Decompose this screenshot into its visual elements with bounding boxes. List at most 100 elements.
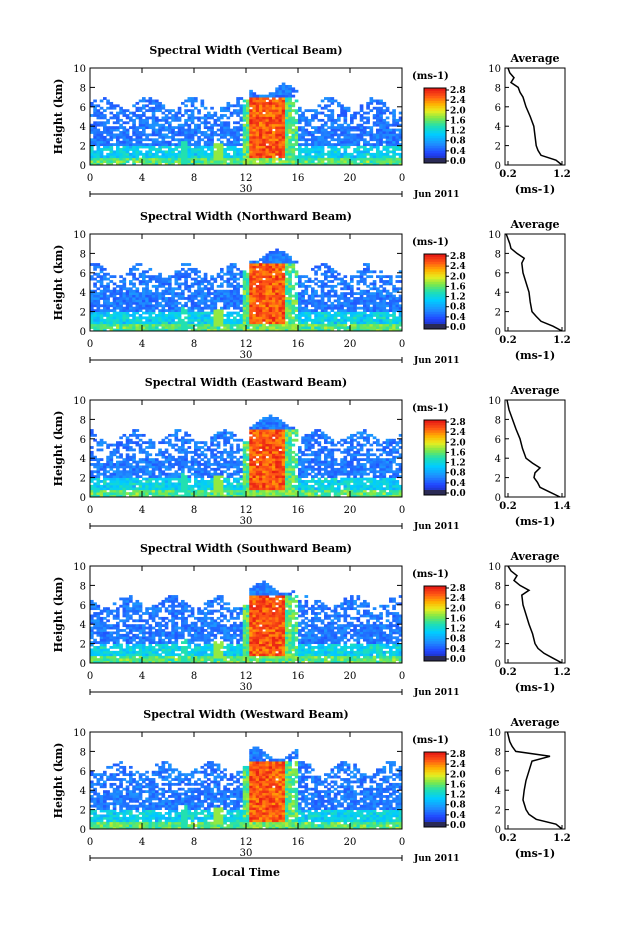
heatmap-cell <box>112 482 117 486</box>
heatmap-cell <box>177 450 182 454</box>
heatmap-cell <box>281 287 286 291</box>
heatmap-cell <box>340 306 344 310</box>
heatmap-cell <box>161 441 166 445</box>
heatmap-cell <box>272 282 276 286</box>
heatmap-cell <box>281 121 286 125</box>
heatmap-cell <box>262 97 266 100</box>
heatmap-cell <box>112 494 117 498</box>
heatmap-cell <box>197 299 201 303</box>
heatmap-cell <box>298 275 302 279</box>
heatmap-cell <box>278 309 283 312</box>
heatmap-cell <box>190 292 195 296</box>
x-tick-label: 12 <box>240 339 253 350</box>
heatmap-cell <box>272 270 276 274</box>
heatmap-cell <box>174 270 179 274</box>
heatmap-cell <box>187 272 192 276</box>
heatmap-cell <box>268 104 273 108</box>
heatmap-cell <box>161 157 166 161</box>
heatmap-cell <box>135 441 140 445</box>
heatmap-cell <box>138 106 143 110</box>
heatmap-cell <box>116 460 120 464</box>
heatmap-cell <box>252 260 257 264</box>
heatmap-cell <box>262 294 266 298</box>
heatmap-cell <box>145 304 149 308</box>
heatmap-cell <box>187 287 192 291</box>
heatmap-cell <box>285 267 289 271</box>
heatmap-cell <box>174 133 179 137</box>
heatmap-cell <box>190 148 195 151</box>
heatmap-cell <box>376 160 380 163</box>
heatmap-cell <box>96 460 101 464</box>
heatmap-cell <box>99 152 104 156</box>
heatmap-cell <box>275 143 279 146</box>
heatmap-cell <box>226 145 231 149</box>
heatmap-cell <box>164 128 169 132</box>
x-tick-label: 12 <box>240 173 253 184</box>
heatmap-cell <box>135 472 140 476</box>
heatmap-cell <box>96 475 101 478</box>
heatmap-cell <box>190 472 195 476</box>
heatmap-cell <box>259 297 263 300</box>
heatmap-cell <box>294 109 299 113</box>
heatmap-cell <box>207 140 211 144</box>
heatmap-cell <box>366 162 370 166</box>
heatmap-cell <box>304 118 309 122</box>
heatmap-cell <box>233 135 237 139</box>
heatmap-cell <box>242 297 247 300</box>
heatmap-cell <box>343 145 348 149</box>
heatmap-cell <box>278 316 283 320</box>
heatmap-cell <box>161 138 166 142</box>
heatmap-cell <box>353 301 357 305</box>
heatmap-cell <box>220 314 224 317</box>
heatmap-cell <box>385 297 390 300</box>
heatmap-cell <box>96 263 101 266</box>
heatmap-cell <box>99 294 104 298</box>
heatmap-cell <box>252 140 257 144</box>
heatmap-cell <box>151 160 156 163</box>
heatmap-cell <box>187 131 192 134</box>
heatmap-cell <box>366 321 370 325</box>
heatmap-cell <box>174 429 179 432</box>
heatmap-cell <box>93 289 97 293</box>
colorbar-swatch <box>424 276 446 280</box>
heatmap-cell <box>93 458 97 462</box>
heatmap-cell <box>343 116 348 120</box>
heatmap-cell <box>122 484 127 488</box>
heatmap-cell <box>317 326 322 329</box>
heatmap-cell <box>262 106 266 110</box>
heatmap-cell <box>385 116 390 120</box>
heatmap-cell <box>161 128 166 132</box>
heatmap-cell <box>116 304 120 308</box>
heatmap-cell <box>285 328 289 332</box>
heatmap-cell <box>249 128 253 132</box>
heatmap-cell <box>210 455 214 459</box>
heatmap-cell <box>161 465 166 469</box>
heatmap-cell <box>158 494 162 498</box>
heatmap-cell <box>337 314 341 317</box>
heatmap-cell <box>330 121 335 125</box>
heatmap-cell <box>164 436 169 440</box>
heatmap-cell <box>278 123 283 127</box>
heatmap-cell <box>376 323 380 327</box>
heatmap-cell <box>285 270 289 274</box>
heatmap-cell <box>138 321 143 325</box>
heatmap-cell <box>281 267 286 271</box>
heatmap-cell <box>155 287 159 291</box>
heatmap-cell <box>242 306 247 310</box>
heatmap-cell <box>265 277 270 281</box>
heatmap-cell <box>281 272 286 276</box>
heatmap-cell <box>366 118 370 122</box>
heatmap-cell <box>246 140 250 144</box>
heatmap-cell <box>116 104 120 108</box>
heatmap-cell <box>268 289 273 293</box>
heatmap-cell <box>346 311 351 315</box>
heatmap-cell <box>275 289 279 293</box>
heatmap-cell <box>197 316 201 320</box>
heatmap-cell <box>161 126 166 130</box>
heatmap-cell <box>109 460 114 464</box>
heatmap-cell <box>265 289 270 293</box>
heatmap-cell <box>168 135 172 139</box>
heatmap-cell <box>249 145 253 149</box>
colorbar-swatch <box>424 301 446 305</box>
heatmap-cell <box>90 155 94 159</box>
